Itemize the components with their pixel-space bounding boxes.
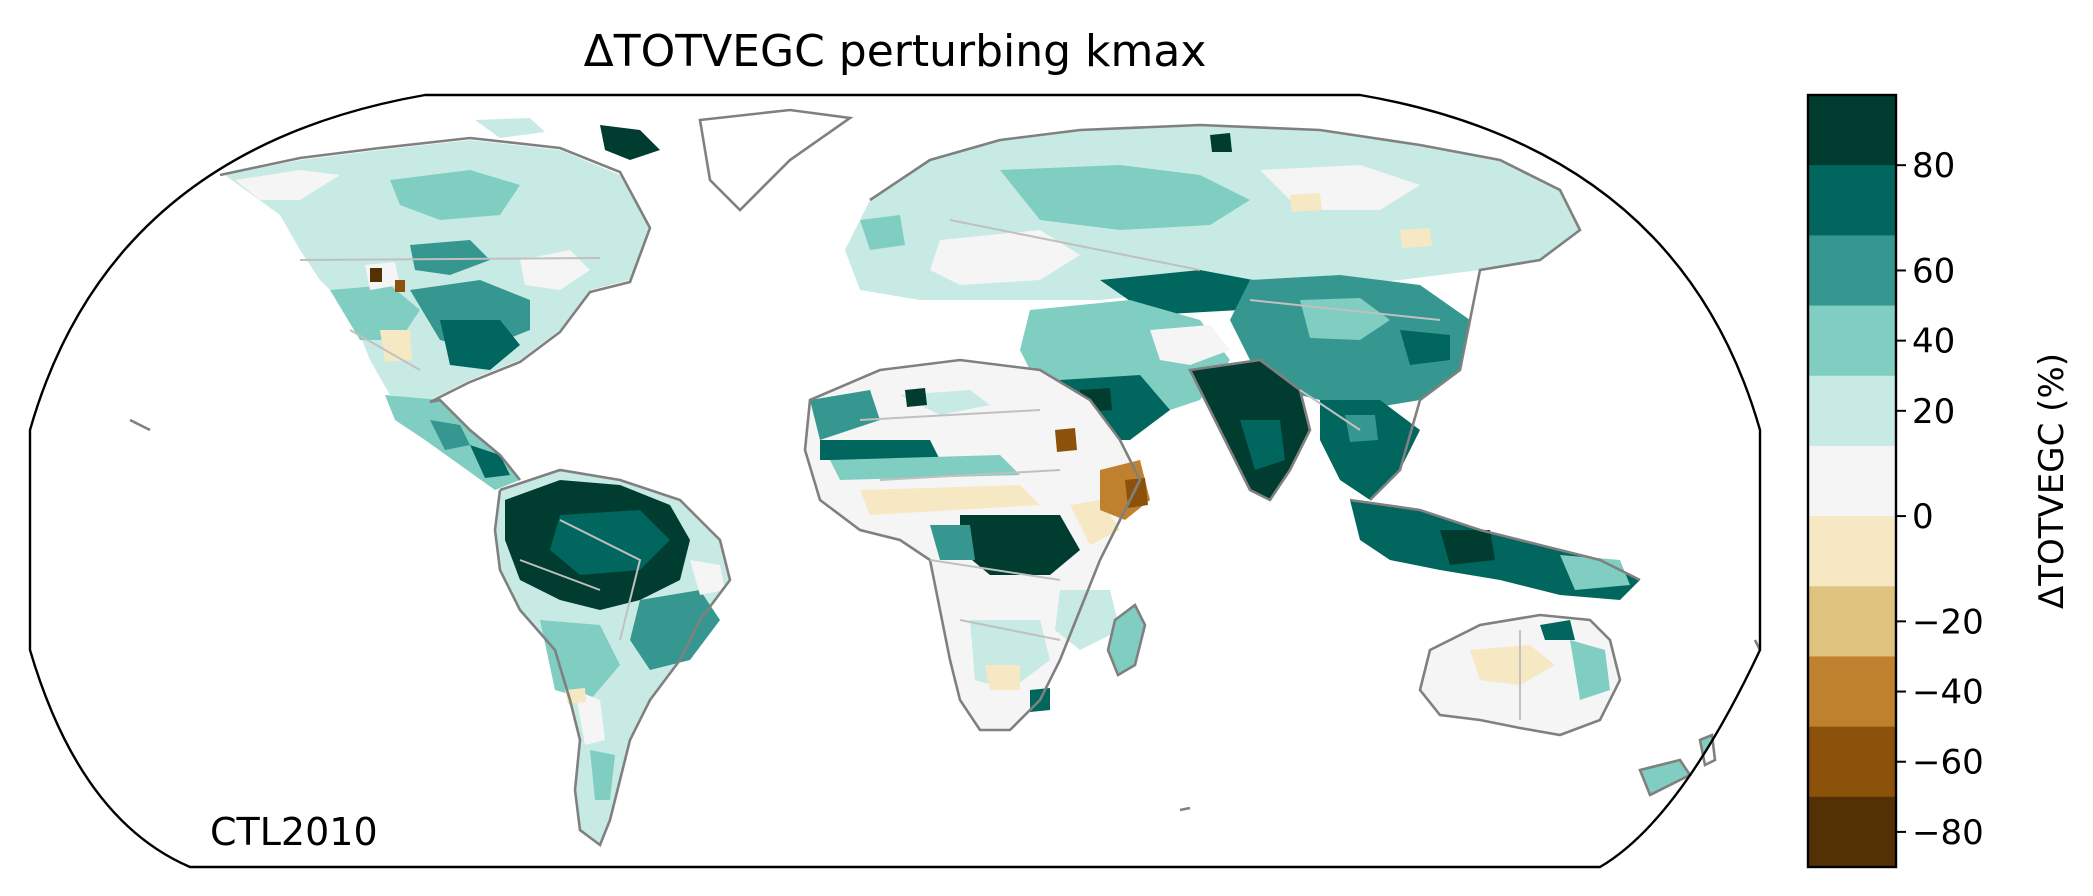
- colorbar-tick-label: 0: [1912, 497, 1934, 537]
- region-north-america: [225, 118, 660, 400]
- colorbar-frame: [1806, 93, 1898, 869]
- colorbar-bin: [1808, 656, 1896, 728]
- region-africa: [805, 360, 1150, 730]
- colorbar-label: ΔTOTVEGC (%): [2032, 353, 2072, 609]
- colorbar-tick-label: 60: [1912, 251, 1955, 291]
- country-borders: [299, 219, 1521, 720]
- colorbar-bin: [1808, 586, 1896, 657]
- region-india: [1190, 360, 1310, 500]
- colorbar-bin: [1808, 165, 1896, 236]
- colorbar-bin: [1808, 95, 1896, 166]
- colorbar: 80 60 40 20 0 −20 −40 −60 −80 ΔTOTVEGC (%): [1806, 93, 2072, 869]
- colorbar-bin: [1808, 305, 1896, 377]
- colorbar-bin: [1808, 796, 1896, 868]
- region-south-america: [495, 470, 730, 845]
- colorbar-bin: [1808, 726, 1896, 798]
- coastlines: [129, 108, 1762, 848]
- region-australia: [1420, 615, 1620, 735]
- colorbar-tick-label: −20: [1912, 602, 1984, 642]
- colorbar-tick-label: 40: [1912, 322, 1955, 362]
- colorbar-tick-label: 80: [1912, 146, 1955, 186]
- colorbar-tick-label: −60: [1912, 743, 1984, 783]
- colorbar-bin: [1808, 445, 1896, 517]
- region-central-america: [385, 395, 520, 490]
- region-southeast-asia: [1320, 400, 1640, 600]
- chart-title: ΔTOTVEGC perturbing kmax: [584, 26, 1207, 77]
- map-frame: [28, 93, 1762, 869]
- colorbar-bin: [1808, 516, 1896, 587]
- colorbar-bin: [1808, 235, 1896, 307]
- run-label: CTL2010: [210, 810, 378, 854]
- colorbar-tick-label: −40: [1912, 673, 1984, 713]
- colorbar-tick-label: 20: [1912, 392, 1955, 432]
- vegetation-carbon-field: [225, 110, 1715, 845]
- colorbar-bin: [1808, 375, 1896, 447]
- colorbar-tick-label: −80: [1912, 813, 1984, 853]
- region-eurasia: [845, 125, 1580, 315]
